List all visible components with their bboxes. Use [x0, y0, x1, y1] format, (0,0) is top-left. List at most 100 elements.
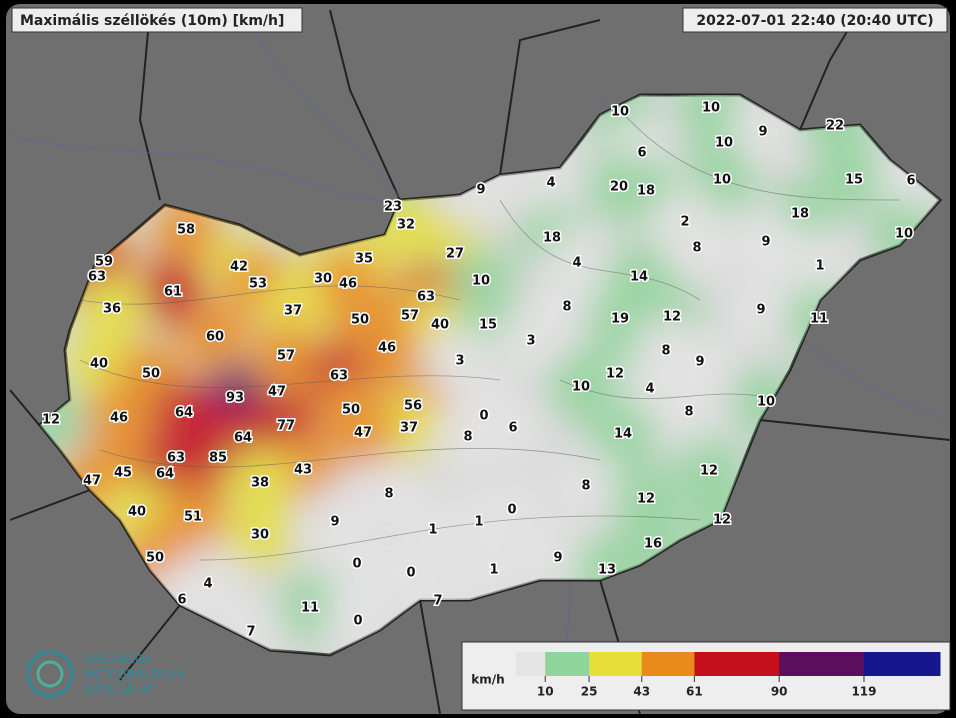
legend-unit: km/h: [471, 673, 504, 687]
timestamp: 2022-07-01 22:40 (20:40 UTC): [696, 13, 933, 29]
station-value: 10: [895, 227, 913, 242]
legend-swatch: [545, 652, 590, 676]
station-value: 4: [203, 577, 212, 592]
station-value: 10: [757, 395, 775, 410]
logo-mark: [26, 650, 74, 698]
station-value: 27: [446, 247, 464, 262]
station-value: 14: [614, 427, 632, 442]
station-value: 40: [90, 357, 108, 372]
station-value: 8: [692, 241, 701, 256]
heat-spot: [497, 307, 565, 375]
station-value: 2: [680, 215, 689, 230]
station-value: 46: [378, 341, 396, 356]
station-value: 58: [177, 223, 195, 238]
map-title: Maximális széllökés (10m) [km/h]: [20, 13, 284, 29]
heat-spot: [786, 232, 854, 300]
station-value: 9: [695, 355, 704, 370]
station-value: 12: [700, 464, 718, 479]
station-value: 10: [713, 173, 731, 188]
station-value: 8: [562, 300, 571, 315]
station-value: 59: [95, 255, 113, 270]
station-value: 35: [355, 252, 373, 267]
heat-spot: [820, 146, 888, 214]
station-value: 3: [526, 334, 535, 349]
station-value: 7: [433, 594, 442, 609]
station-value: 12: [663, 310, 681, 325]
station-value: 47: [268, 385, 286, 400]
heat-layer: [40, 95, 940, 655]
station-value: 22: [826, 119, 844, 134]
station-value: 18: [543, 231, 561, 246]
station-value: 9: [553, 551, 562, 566]
heat-spot: [552, 452, 620, 520]
heat-spot: [226, 501, 294, 569]
heat-spot: [426, 327, 494, 395]
station-value: 9: [330, 515, 339, 530]
station-value: 61: [164, 285, 182, 300]
title-box: [11, 7, 303, 33]
station-value: 11: [301, 601, 319, 616]
time-box: [682, 7, 948, 33]
heat-spot: [434, 403, 502, 471]
station-value: 6: [906, 174, 915, 189]
station-value: 15: [479, 318, 497, 333]
station-value: 50: [142, 367, 160, 382]
logo: ORSZÁGOS METEOROLÓGIAI SZOLGÁLAT: [26, 650, 184, 698]
heat-spot: [139, 258, 207, 326]
station-value: 47: [354, 426, 372, 441]
station-value: 8: [661, 344, 670, 359]
station-value: 64: [175, 406, 193, 421]
legend-tick-label: 43: [633, 685, 650, 699]
station-value: 20: [610, 180, 628, 195]
logo-text: METEOROLÓGIAI: [84, 667, 184, 682]
station-value: 63: [417, 290, 435, 305]
station-value: 12: [713, 513, 731, 528]
station-value: 10: [572, 380, 590, 395]
legend-swatch: [863, 652, 941, 676]
station-value: 6: [177, 593, 186, 608]
station-value: 8: [581, 479, 590, 494]
legend-swatch: [694, 652, 780, 676]
station-value: 0: [479, 409, 488, 424]
station-value: 43: [294, 463, 312, 478]
station-value: 9: [756, 303, 765, 318]
station-value: 63: [88, 270, 106, 285]
heat-spot: [732, 208, 800, 276]
heat-spot: [663, 214, 731, 282]
station-value: 30: [251, 528, 269, 543]
station-value: 10: [715, 136, 733, 151]
station-value: 18: [791, 207, 809, 222]
station-value: 8: [384, 487, 393, 502]
station-value: 1: [474, 515, 483, 530]
logo-text: ORSZÁGOS: [84, 652, 152, 667]
station-value: 6: [508, 421, 517, 436]
legend-tick-label: 10: [537, 685, 554, 699]
heat-spot: [181, 303, 249, 371]
legend-swatch: [779, 652, 865, 676]
station-value: 32: [397, 218, 415, 233]
station-value: 11: [810, 312, 828, 327]
heat-spot: [329, 399, 397, 467]
heat-spot: [460, 536, 528, 604]
station-value: 64: [234, 431, 252, 446]
station-value: 57: [277, 349, 295, 364]
station-value: 8: [463, 430, 472, 445]
streamlines: [79, 109, 901, 561]
station-value: 50: [146, 551, 164, 566]
station-value: 63: [330, 369, 348, 384]
station-value: 16: [644, 537, 662, 552]
station-value: 45: [114, 466, 132, 481]
station-value: 15: [845, 173, 863, 188]
station-value: 7: [246, 625, 255, 640]
legend-swatch: [589, 652, 643, 676]
station-value: 0: [507, 503, 516, 518]
heat-spot: [85, 384, 153, 452]
station-value: 13: [598, 563, 616, 578]
station-value: 1: [815, 259, 824, 274]
rivers: [9, 19, 951, 715]
station-value: 37: [400, 421, 418, 436]
station-value: 46: [110, 411, 128, 426]
